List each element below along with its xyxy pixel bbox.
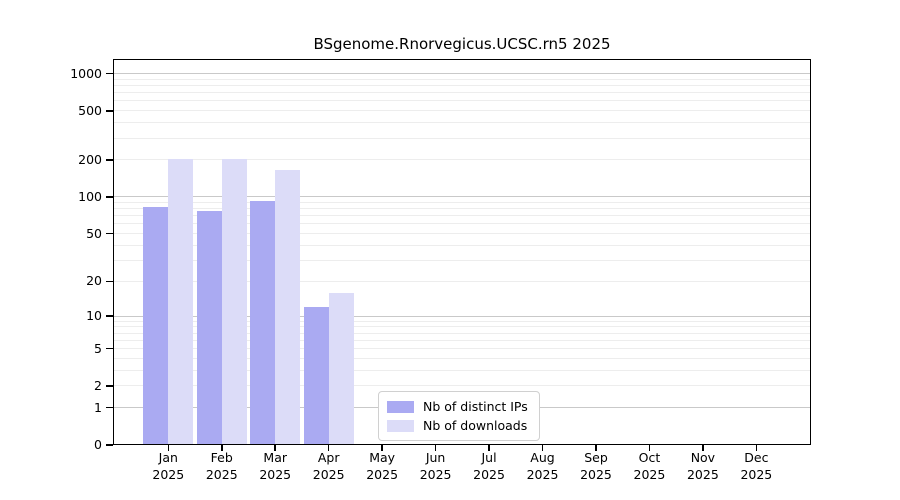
bar-feb-distinct-ips — [196, 210, 222, 445]
bar-mar-distinct-ips — [250, 200, 276, 445]
y-tick-mark — [106, 315, 113, 317]
minor-gridline — [113, 369, 811, 371]
legend-entry-downloads: Nb of downloads — [387, 418, 528, 433]
minor-gridline — [113, 78, 811, 80]
minor-gridline — [113, 357, 811, 359]
minor-gridline — [113, 85, 811, 87]
x-tick-label-oct: Oct 2025 — [633, 450, 666, 482]
y-tick-label-50: 50 — [86, 225, 102, 241]
x-tick-label-jun: Jun 2025 — [419, 450, 452, 482]
y-tick-mark — [106, 444, 113, 446]
minor-gridline — [113, 332, 811, 334]
y-tick-mark — [106, 72, 113, 75]
bar-jan-downloads — [168, 158, 194, 445]
x-tick-label-sep: Sep 2025 — [580, 450, 612, 482]
minor-gridline — [113, 320, 811, 322]
y-tick-label-10: 10 — [86, 308, 102, 324]
y-tick-label-20: 20 — [86, 273, 102, 289]
minor-gridline — [113, 201, 811, 203]
y-tick-label-5: 5 — [94, 340, 102, 356]
legend-swatch-downloads — [387, 419, 414, 432]
y-tick-mark — [106, 347, 113, 350]
x-tick-label-may: May 2025 — [366, 450, 399, 482]
y-tick-label-100: 100 — [78, 188, 102, 204]
minor-gridline — [113, 122, 811, 124]
y-tick-label-1000: 1000 — [70, 65, 102, 81]
y-tick-label-500: 500 — [78, 102, 102, 118]
minor-gridline — [113, 223, 811, 225]
minor-gridline — [113, 233, 811, 235]
minor-gridline — [113, 244, 811, 246]
y-tick-mark — [106, 196, 113, 198]
y-tick-label-1: 1 — [94, 399, 102, 415]
legend-label-distinct-ips: Nb of distinct IPs — [423, 399, 528, 414]
x-tick-label-aug: Aug 2025 — [526, 450, 559, 482]
x-tick-mark — [381, 445, 383, 451]
y-tick-mark — [106, 159, 113, 161]
legend-entry-distinct-ips: Nb of distinct IPs — [387, 399, 528, 414]
x-tick-mark — [541, 445, 544, 451]
bar-apr-downloads — [328, 292, 354, 445]
y-tick-mark — [106, 232, 113, 235]
x-tick-mark — [702, 445, 704, 451]
y-tick-mark — [106, 280, 113, 283]
x-tick-label-mar: Mar 2025 — [259, 450, 292, 482]
minor-gridline — [113, 110, 811, 112]
x-tick-label-jul: Jul 2025 — [473, 450, 505, 482]
x-tick-label-jan: Jan 2025 — [152, 450, 185, 482]
minor-gridline — [113, 385, 811, 387]
minor-gridline — [113, 280, 811, 282]
y-tick-mark — [106, 406, 113, 409]
minor-gridline — [113, 92, 811, 94]
plot-area — [113, 59, 811, 445]
x-tick-mark — [648, 445, 651, 451]
y-tick-mark — [106, 385, 113, 387]
minor-gridline — [113, 100, 811, 102]
major-gridline — [113, 315, 811, 317]
major-gridline — [113, 73, 811, 75]
x-tick-label-feb: Feb 2025 — [205, 450, 238, 482]
minor-gridline — [113, 159, 811, 161]
minor-gridline — [113, 208, 811, 210]
x-tick-mark — [167, 445, 170, 451]
x-tick-mark — [274, 445, 276, 451]
minor-gridline — [113, 339, 811, 341]
legend-label-downloads: Nb of downloads — [423, 418, 528, 433]
x-tick-mark — [221, 445, 223, 451]
bar-feb-downloads — [221, 158, 247, 445]
x-tick-mark — [755, 445, 758, 451]
y-tick-label-200: 200 — [78, 151, 102, 167]
legend-swatch-distinct-ips — [387, 400, 414, 413]
y-tick-label-0: 0 — [94, 437, 102, 452]
y-tick-label-2: 2 — [94, 377, 102, 393]
minor-gridline — [113, 259, 811, 261]
legend: Nb of distinct IPs Nb of downloads — [378, 391, 540, 441]
chart-title: BSgenome.Rnorvegicus.UCSC.rn5 2025 — [313, 35, 611, 53]
y-tick-mark — [106, 110, 113, 112]
minor-gridline — [113, 137, 811, 139]
x-tick-mark — [434, 445, 437, 451]
bar-jan-distinct-ips — [143, 206, 169, 445]
x-tick-label-nov: Nov 2025 — [686, 450, 719, 482]
bar-apr-distinct-ips — [303, 307, 329, 445]
x-tick-label-apr: Apr 2025 — [312, 450, 345, 482]
minor-gridline — [113, 326, 811, 328]
x-tick-mark — [488, 445, 490, 451]
x-tick-mark — [595, 445, 597, 451]
x-tick-label-dec: Dec 2025 — [740, 450, 773, 482]
minor-gridline — [113, 215, 811, 217]
minor-gridline — [113, 348, 811, 350]
bar-mar-downloads — [275, 170, 301, 445]
major-gridline — [113, 196, 811, 198]
x-tick-mark — [327, 445, 330, 451]
